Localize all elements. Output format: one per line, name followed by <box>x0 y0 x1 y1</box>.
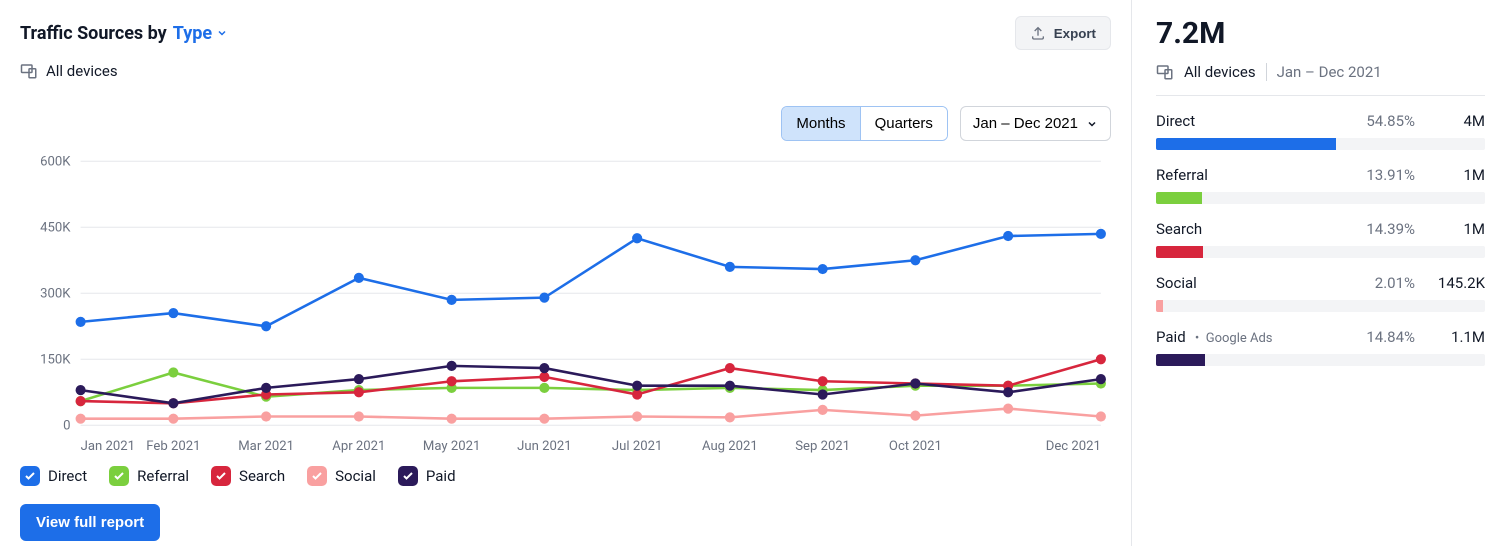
summary-row-bar <box>1156 300 1485 312</box>
legend-item[interactable]: Search <box>211 466 285 486</box>
export-label: Export <box>1054 26 1096 41</box>
legend-item[interactable]: Direct <box>20 466 87 486</box>
export-icon <box>1030 25 1046 41</box>
svg-text:Apr 2021: Apr 2021 <box>332 439 385 454</box>
summary-row-name: Social <box>1156 274 1197 292</box>
legend-checkbox[interactable] <box>398 466 418 486</box>
summary-row: Direct 54.85% 4M <box>1156 112 1485 150</box>
summary-row: Social 2.01% 145.2K <box>1156 274 1485 312</box>
summary-range-label: Jan – Dec 2021 <box>1277 63 1382 81</box>
summary-row-sub: • Google Ads <box>1192 331 1273 346</box>
view-full-report-button[interactable]: View full report <box>20 504 160 541</box>
summary-row: Search 14.39% 1M <box>1156 220 1485 258</box>
seg-quarters-button[interactable]: Quarters <box>860 107 947 140</box>
title-type-dropdown[interactable]: Type <box>173 23 228 44</box>
summary-row-pct: 2.01% <box>1375 274 1415 292</box>
divider <box>1266 63 1267 81</box>
svg-text:300K: 300K <box>40 286 71 301</box>
summary-row: Paid • Google Ads 14.84% 1.1M <box>1156 328 1485 366</box>
line-chart: 0 150K 300K 450K 600K Jan 2021 Feb 2021 Mar 202… <box>20 151 1111 458</box>
summary-row-bar <box>1156 192 1485 204</box>
summary-row-name: Paid <box>1156 328 1186 346</box>
svg-text:450K: 450K <box>40 220 71 235</box>
svg-text:Oct 2021: Oct 2021 <box>889 439 942 454</box>
svg-text:Aug 2021: Aug 2021 <box>702 439 758 454</box>
granularity-segmented: Months Quarters <box>781 106 948 141</box>
devices-filter[interactable]: All devices <box>20 62 1111 80</box>
svg-text:Sep 2021: Sep 2021 <box>795 439 850 454</box>
legend-label: Search <box>239 467 285 485</box>
legend-checkbox[interactable] <box>307 466 327 486</box>
legend-checkbox[interactable] <box>211 466 231 486</box>
svg-text:0: 0 <box>63 418 70 433</box>
summary-row-pct: 13.91% <box>1366 166 1415 184</box>
summary-devices-label: All devices <box>1184 63 1256 81</box>
title-type-label: Type <box>173 23 212 44</box>
devices-icon <box>20 62 38 80</box>
legend-label: Direct <box>48 467 87 485</box>
page-title: Traffic Sources by Type <box>20 23 228 44</box>
main-panel: Traffic Sources by Type Export All devic… <box>0 0 1131 546</box>
chevron-down-icon <box>216 27 228 39</box>
devices-label: All devices <box>46 62 118 80</box>
summary-row-value: 1M <box>1415 166 1485 184</box>
date-range-label: Jan – Dec 2021 <box>973 115 1078 132</box>
legend-item[interactable]: Paid <box>398 466 456 486</box>
summary-row-bar <box>1156 354 1485 366</box>
legend-checkbox[interactable] <box>20 466 40 486</box>
svg-text:May 2021: May 2021 <box>423 439 480 454</box>
summary-row-pct: 14.84% <box>1366 328 1415 346</box>
summary-row-bar <box>1156 138 1485 150</box>
date-range-dropdown[interactable]: Jan – Dec 2021 <box>960 106 1111 141</box>
summary-row-bar <box>1156 246 1485 258</box>
legend: Direct Referral Search Social Paid <box>20 466 1111 486</box>
title-prefix: Traffic Sources by <box>20 23 167 44</box>
summary-row-pct: 14.39% <box>1366 220 1415 238</box>
chevron-down-icon <box>1086 118 1098 130</box>
summary-row-name: Search <box>1156 220 1202 238</box>
seg-months-button[interactable]: Months <box>782 107 859 140</box>
legend-label: Referral <box>137 467 189 485</box>
legend-checkbox[interactable] <box>109 466 129 486</box>
svg-text:Dec 2021: Dec 2021 <box>1046 439 1101 454</box>
export-button[interactable]: Export <box>1015 16 1111 50</box>
summary-row-value: 1M <box>1415 220 1485 238</box>
summary-row-name: Direct <box>1156 112 1195 130</box>
summary-row: Referral 13.91% 1M <box>1156 166 1485 204</box>
legend-item[interactable]: Social <box>307 466 376 486</box>
summary-row-name: Referral <box>1156 166 1208 184</box>
legend-label: Social <box>335 467 376 485</box>
svg-text:Feb 2021: Feb 2021 <box>146 439 200 454</box>
svg-text:150K: 150K <box>40 352 71 367</box>
devices-icon <box>1156 63 1174 81</box>
svg-text:600K: 600K <box>40 154 71 169</box>
summary-row-value: 1.1M <box>1415 328 1485 346</box>
svg-text:Mar 2021: Mar 2021 <box>238 439 294 454</box>
legend-item[interactable]: Referral <box>109 466 189 486</box>
svg-text:Jun 2021: Jun 2021 <box>517 439 571 454</box>
total-value: 7.2M <box>1156 16 1485 51</box>
legend-label: Paid <box>426 467 456 485</box>
summary-row-value: 4M <box>1415 112 1485 130</box>
summary-row-value: 145.2K <box>1415 274 1485 292</box>
svg-text:Jan 2021: Jan 2021 <box>81 439 135 454</box>
divider <box>1156 95 1485 96</box>
summary-row-pct: 54.85% <box>1366 112 1415 130</box>
summary-panel: 7.2M All devices Jan – Dec 2021 Direct 5… <box>1131 0 1501 546</box>
svg-text:Jul 2021: Jul 2021 <box>612 439 662 454</box>
